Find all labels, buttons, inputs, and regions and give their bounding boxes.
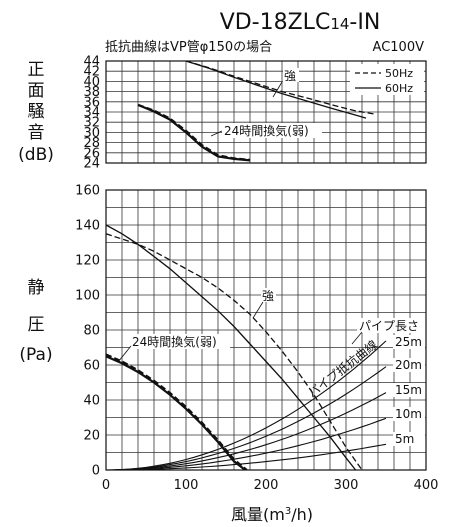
pressure-ytick-label: 120: [75, 254, 100, 269]
xtick-label: 100: [174, 478, 199, 493]
noise-ytick-label: 24: [83, 157, 100, 172]
pressure-ytick-label: 20: [83, 429, 100, 444]
pressure-ytick-label: 140: [75, 219, 100, 234]
noise-series-line: [185, 61, 367, 119]
pipe-length-title: パイプ長さ: [359, 319, 419, 333]
noise-legend: 50Hz 60Hz: [350, 64, 424, 95]
pressure-ytick-label: 100: [75, 289, 100, 304]
pressure-ytick-label: 160: [75, 184, 100, 199]
label-bg: [357, 318, 426, 333]
pressure-ylabel: 静 圧 (Pa): [19, 278, 52, 365]
label-bg: [393, 432, 425, 446]
noise-ytick-label: 34: [83, 106, 100, 121]
resistance-curve: [106, 417, 387, 470]
resistance-curve-label: パイプ抵抗曲線: [305, 337, 380, 401]
label-bg: [261, 288, 276, 302]
noise-label-strong: 強: [284, 69, 296, 83]
xtick-label: 400: [414, 478, 439, 493]
resistance-length-label: 5m: [395, 432, 414, 446]
pressure-frame: [105, 189, 427, 471]
noise-series-line: [185, 61, 375, 115]
noise-ytick-label: 32: [83, 116, 100, 131]
label-bg: [130, 334, 230, 349]
resistance-length-label: 25m: [395, 335, 422, 349]
label-bg: [393, 383, 425, 397]
noise-ytick-label: 44: [83, 55, 100, 70]
pressure-series-line: [106, 233, 363, 470]
noise-ylabel-char: 騒: [28, 102, 45, 122]
label-bg: [393, 407, 425, 421]
pressure-series-line: [106, 353, 248, 470]
noise-ylabel-char: 面: [28, 81, 45, 101]
model-title: VD-18ZLC14-IN: [220, 10, 381, 35]
resistance-curve: [106, 443, 387, 470]
noise-frame: [105, 60, 427, 164]
noise-ylabel-unit: (dB): [18, 145, 54, 165]
resistance-curve: [106, 392, 387, 470]
pressure-ytick-label: 60: [83, 359, 100, 374]
noise-curves: [137, 61, 375, 162]
resistance-curve: [106, 366, 387, 470]
noise-ytick-label: 28: [83, 136, 100, 151]
leader-line: [351, 331, 363, 345]
legend-label: 50Hz: [385, 67, 413, 80]
label-bg: [283, 68, 299, 82]
leader-line: [252, 301, 264, 319]
noise-ylabel-char: 音: [28, 123, 45, 143]
xtick-label: 300: [334, 478, 359, 493]
pressure-ylabel-char: 圧: [28, 315, 45, 335]
noise-series-line: [137, 103, 251, 162]
pressure-label-strong: 強: [262, 289, 274, 303]
voltage-label: AC100V: [373, 40, 425, 55]
pressure-chart: 0 20 40 60 80 100 120 140 160 0 100 200 300 400 25m 20m…: [75, 184, 438, 494]
noise-ylabel: 正 面 騒 音 (dB): [18, 60, 54, 165]
noise-ytick-label: 26: [83, 146, 100, 161]
pressure-ytick-label: 80: [83, 324, 100, 339]
label-bg: [393, 358, 425, 372]
pressure-ytick-label: 0: [92, 464, 100, 479]
label-bg: [393, 335, 425, 349]
pressure-ytick-label: 40: [83, 394, 100, 409]
resistance-length-label: 10m: [395, 407, 422, 421]
pressure-curves: [106, 224, 387, 470]
pressure-series-line: [106, 355, 246, 470]
noise-ylabel-char: 正: [28, 60, 45, 80]
resistance-note: 抵抗曲線はVP管φ150の場合: [105, 39, 272, 55]
xtick-label: 0: [102, 478, 110, 493]
label-bg: [222, 123, 322, 138]
pressure-series-line: [106, 224, 357, 470]
leader-line: [272, 81, 283, 98]
noise-ytick-label: 38: [83, 85, 100, 100]
x-axis-label: 風量(m3/h): [231, 505, 313, 524]
noise-label-weak: 24時間換気(弱): [224, 123, 309, 138]
xtick-label: 200: [254, 478, 279, 493]
pressure-ylabel-unit: (Pa): [19, 345, 52, 365]
legend-bg: [350, 64, 424, 95]
noise-ytick-label: 40: [83, 75, 100, 90]
resistance-length-label: 20m: [395, 358, 422, 372]
resistance-length-label: 15m: [395, 383, 422, 397]
leader-line: [117, 345, 132, 363]
pressure-label-weak: 24時間換気(弱): [132, 334, 217, 349]
noise-ytick-label: 36: [83, 95, 100, 110]
noise-ytick-label: 42: [83, 65, 100, 80]
resistance-curve: [106, 340, 387, 470]
legend-label: 60Hz: [385, 82, 413, 95]
pressure-ylabel-char: 静: [28, 278, 45, 298]
leader-line: [210, 130, 223, 137]
noise-ytick-label: 30: [83, 126, 100, 141]
